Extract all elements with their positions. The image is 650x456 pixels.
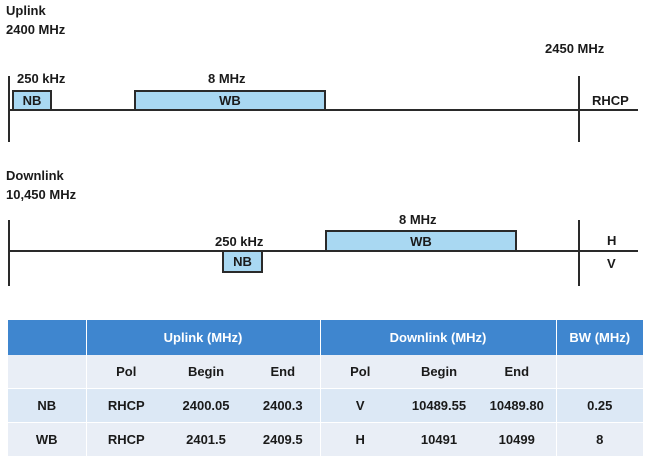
column-header: Pol	[86, 355, 166, 389]
table-cell: V	[320, 389, 400, 423]
downlink-end-marker	[578, 220, 580, 286]
uplink-nb-band: NB	[12, 90, 52, 111]
downlink-polarization-v: V	[607, 256, 616, 272]
uplink-end-freq: 2450 MHz	[545, 41, 604, 57]
column-header: Begin	[166, 355, 246, 389]
table-corner-cell	[8, 320, 86, 355]
row-label: NB	[8, 389, 86, 423]
downlink-nb-bandwidth: 250 kHz	[215, 234, 263, 250]
column-header: Begin	[400, 355, 478, 389]
downlink-start-freq: 10,450 MHz	[6, 187, 76, 203]
table-cell: 2409.5	[246, 423, 320, 456]
table-cell: RHCP	[86, 423, 166, 456]
uplink-group-header: Uplink (MHz)	[86, 320, 320, 355]
table-cell: 10499	[478, 423, 556, 456]
table-cell	[556, 355, 643, 389]
table-cell: 10489.80	[478, 389, 556, 423]
table-cell: 8	[556, 423, 643, 456]
table-cell: 2400.3	[246, 389, 320, 423]
table-group-header-row: Uplink (MHz) Downlink (MHz) BW (MHz)	[8, 320, 643, 355]
downlink-title: Downlink	[6, 168, 64, 184]
column-header: End	[246, 355, 320, 389]
uplink-title: Uplink	[6, 3, 46, 19]
uplink-nb-bandwidth: 250 kHz	[17, 71, 65, 87]
uplink-wb-bandwidth: 8 MHz	[208, 71, 246, 87]
table-row: WB RHCP 2401.5 2409.5 H 10491 10499 8	[8, 423, 643, 456]
downlink-wb-band: WB	[325, 230, 517, 252]
table-cell: 10491	[400, 423, 478, 456]
table-cell: 0.25	[556, 389, 643, 423]
table-cell: 10489.55	[400, 389, 478, 423]
table-sub-header-row: Pol Begin End Pol Begin End	[8, 355, 643, 389]
column-header: Pol	[320, 355, 400, 389]
band-spec-table: Uplink (MHz) Downlink (MHz) BW (MHz) Pol…	[8, 320, 643, 456]
bw-group-header: BW (MHz)	[556, 320, 643, 355]
column-header: End	[478, 355, 556, 389]
table-cell: H	[320, 423, 400, 456]
uplink-wb-band: WB	[134, 90, 326, 111]
downlink-axis-line	[8, 250, 638, 252]
downlink-start-marker	[8, 220, 10, 286]
downlink-polarization-h: H	[607, 233, 616, 249]
table-cell: 2400.05	[166, 389, 246, 423]
downlink-wb-bandwidth: 8 MHz	[399, 212, 437, 228]
table-cell: 2401.5	[166, 423, 246, 456]
table-row: NB RHCP 2400.05 2400.3 V 10489.55 10489.…	[8, 389, 643, 423]
uplink-start-freq: 2400 MHz	[6, 22, 65, 38]
downlink-nb-band: NB	[222, 250, 263, 273]
row-label: WB	[8, 423, 86, 456]
downlink-group-header: Downlink (MHz)	[320, 320, 556, 355]
uplink-polarization: RHCP	[592, 93, 629, 109]
table-cell: RHCP	[86, 389, 166, 423]
table-cell	[8, 355, 86, 389]
